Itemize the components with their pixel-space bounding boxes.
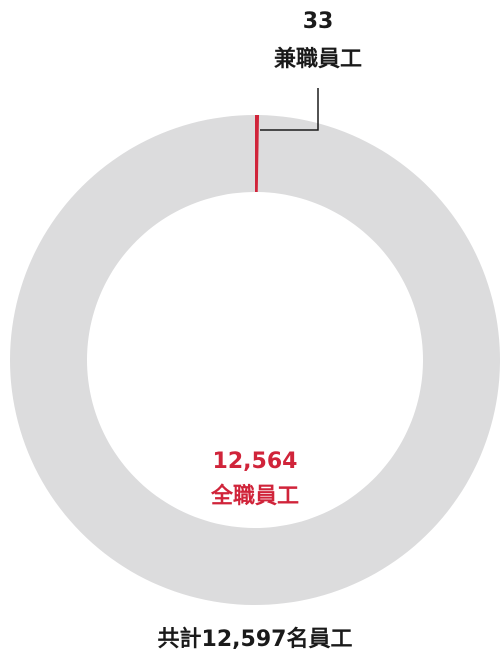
chart-title: 共計12,597名員工 — [158, 626, 353, 652]
donut-slice — [10, 115, 500, 605]
leader-line — [260, 88, 319, 131]
value-label: 12,564 — [213, 449, 298, 474]
value-label: 33 — [303, 9, 334, 34]
category-label: 全職員工 — [210, 483, 299, 509]
category-label: 兼職員工 — [274, 46, 362, 72]
donut-slice — [255, 115, 260, 193]
